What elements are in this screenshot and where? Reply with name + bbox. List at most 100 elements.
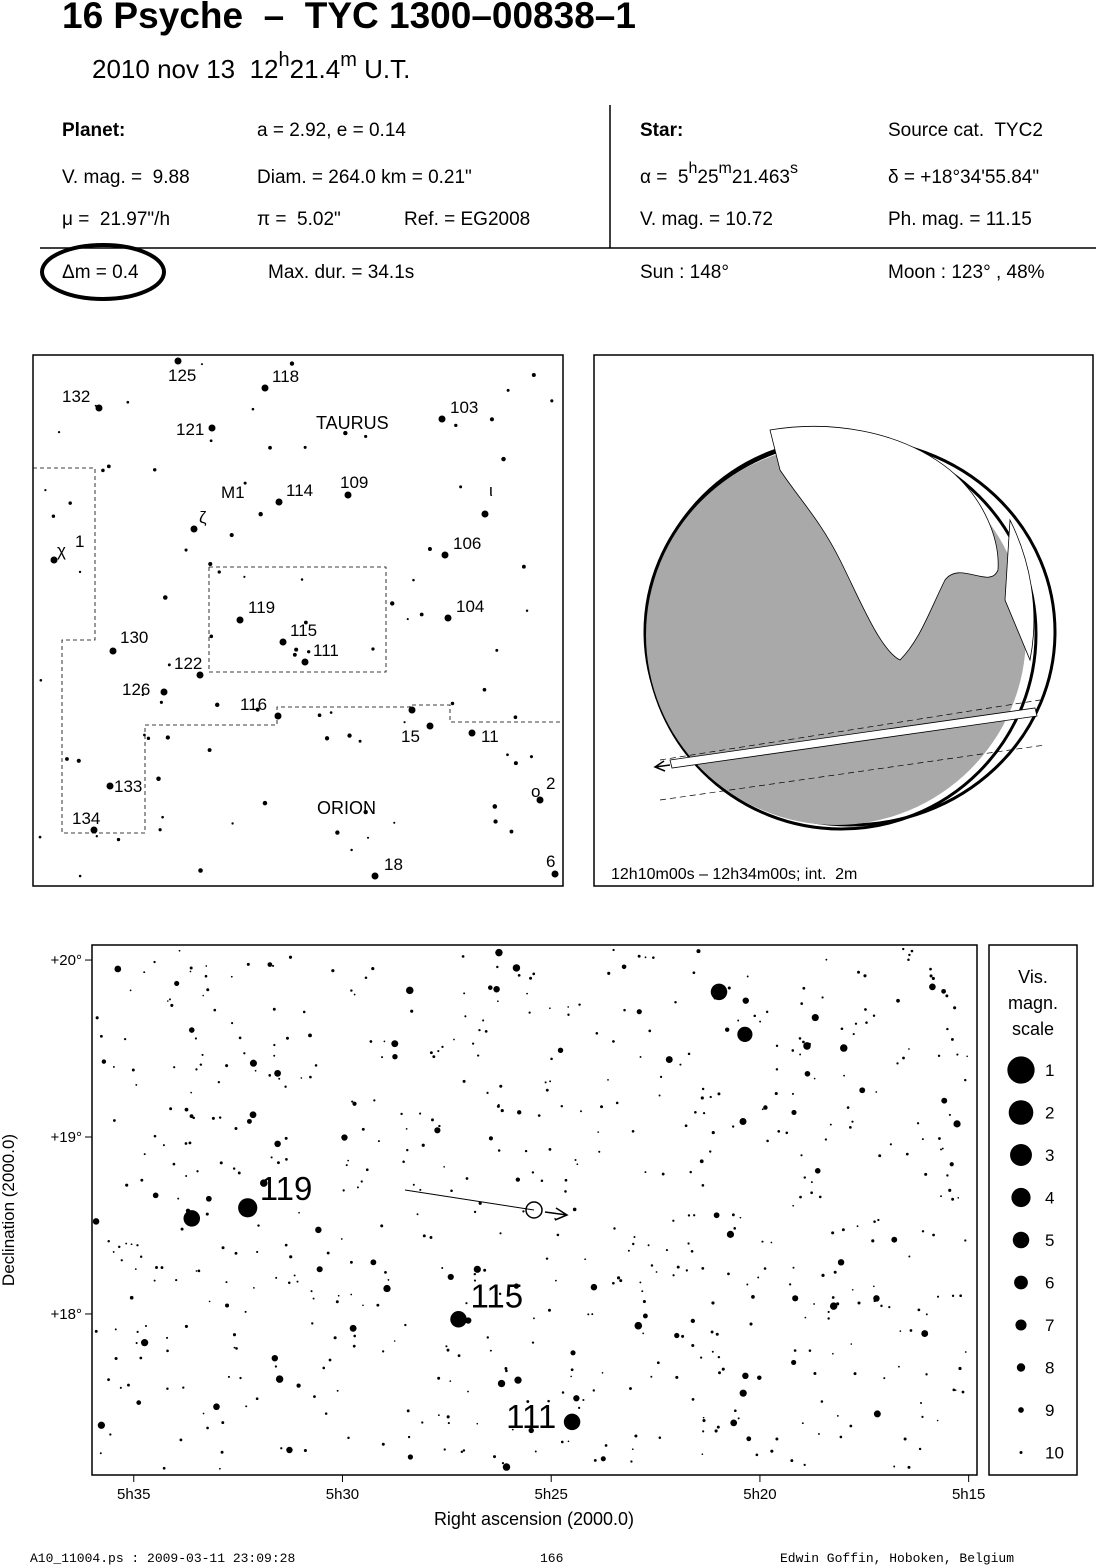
y-tick-label: +19°: [51, 1129, 82, 1146]
background-star: [631, 1448, 634, 1451]
map-star: [50, 556, 58, 564]
background-star: [687, 1214, 691, 1217]
background-star: [139, 1356, 143, 1360]
background-star: [134, 1268, 137, 1271]
background-star: [550, 1057, 553, 1061]
map-star: [95, 404, 103, 412]
background-star: [232, 1333, 237, 1337]
background-star: [177, 1197, 180, 1200]
background-star: [700, 1096, 704, 1100]
map-star: [258, 511, 263, 517]
map-star: [274, 712, 282, 720]
background-star: [578, 1003, 581, 1006]
star-delta: δ = +18°34'55.84": [888, 167, 1039, 188]
background-star: [639, 1056, 642, 1058]
globe-panel: 12h10m00s – 12h34m00s; int. 2m: [593, 354, 1094, 887]
map-star: [364, 434, 368, 439]
map-star: [438, 415, 446, 423]
background-star: [853, 1372, 857, 1376]
map-star: [261, 384, 269, 392]
background-star: [612, 1281, 615, 1285]
background-star: [644, 956, 647, 959]
background-star: [907, 958, 910, 961]
background-star: [404, 1323, 407, 1327]
background-star: [195, 1270, 198, 1272]
background-star: [443, 1448, 446, 1451]
date-text: 2010 nov 13 12: [92, 54, 279, 84]
background-star: [961, 1390, 965, 1394]
background-star: [347, 1436, 350, 1440]
background-star: [217, 1080, 221, 1084]
star: [450, 1311, 467, 1328]
map-star: [78, 570, 82, 574]
background-star: [446, 1348, 450, 1352]
map-label: 132: [62, 387, 90, 406]
map-star: [393, 821, 396, 824]
background-star: [276, 1161, 280, 1165]
map-star: [427, 547, 432, 552]
background-star: [958, 1366, 962, 1371]
background-star: [940, 1195, 942, 1198]
star: [563, 1413, 581, 1431]
background-star: [717, 1092, 721, 1096]
background-star: [219, 1161, 223, 1165]
background-star: [405, 1128, 408, 1130]
map-star: [303, 445, 307, 449]
background-star: [463, 992, 466, 995]
background-star: [544, 1081, 547, 1084]
background-star: [753, 1014, 757, 1018]
background-star: [746, 1436, 752, 1442]
background-star: [549, 1080, 552, 1083]
background-star: [246, 962, 250, 966]
background-star: [716, 1425, 720, 1429]
background-star: [739, 1389, 747, 1397]
background-star: [557, 1047, 564, 1053]
background-star: [168, 998, 171, 1001]
x-tick-label: 5h30: [326, 1486, 359, 1503]
background-star: [517, 1110, 522, 1115]
background-star: [309, 1075, 312, 1079]
map-star: [126, 400, 130, 404]
background-star: [730, 1419, 738, 1427]
background-star: [540, 1179, 544, 1183]
background-star: [959, 1294, 962, 1298]
background-star: [672, 1274, 675, 1277]
background-star: [253, 1287, 255, 1289]
background-star: [857, 970, 860, 974]
map-label: 133: [114, 777, 142, 796]
background-star: [921, 1415, 924, 1418]
map-star: [200, 363, 203, 366]
background-star: [908, 953, 911, 957]
background-star: [114, 1357, 118, 1361]
background-star: [763, 1267, 767, 1270]
background-star: [188, 1141, 192, 1145]
background-star: [694, 1110, 697, 1114]
background-star: [642, 1300, 646, 1304]
background-star: [153, 1134, 157, 1138]
background-star: [184, 1324, 188, 1328]
background-star: [500, 1108, 504, 1113]
background-star: [284, 1136, 288, 1140]
background-star: [331, 969, 335, 973]
background-star: [687, 1242, 690, 1245]
legend-dot: [1011, 1187, 1031, 1208]
background-star: [931, 976, 935, 981]
event-dm: Δm = 0.4: [62, 262, 139, 283]
background-star: [533, 1317, 535, 1320]
background-star: [650, 1375, 653, 1378]
map-star: [217, 570, 221, 574]
background-star: [153, 960, 156, 964]
background-star: [99, 1452, 102, 1455]
background-star: [249, 1059, 257, 1067]
background-star: [237, 1171, 241, 1175]
background-star: [902, 1056, 905, 1060]
background-star: [701, 1453, 704, 1456]
map-star: [289, 361, 295, 366]
background-star: [205, 1195, 212, 1202]
map-star: [146, 736, 151, 741]
legend-label: 9: [1045, 1401, 1054, 1420]
background-star: [278, 1077, 281, 1080]
background-star: [192, 1116, 195, 1120]
background-star: [560, 1104, 563, 1108]
map-star: [152, 468, 157, 472]
